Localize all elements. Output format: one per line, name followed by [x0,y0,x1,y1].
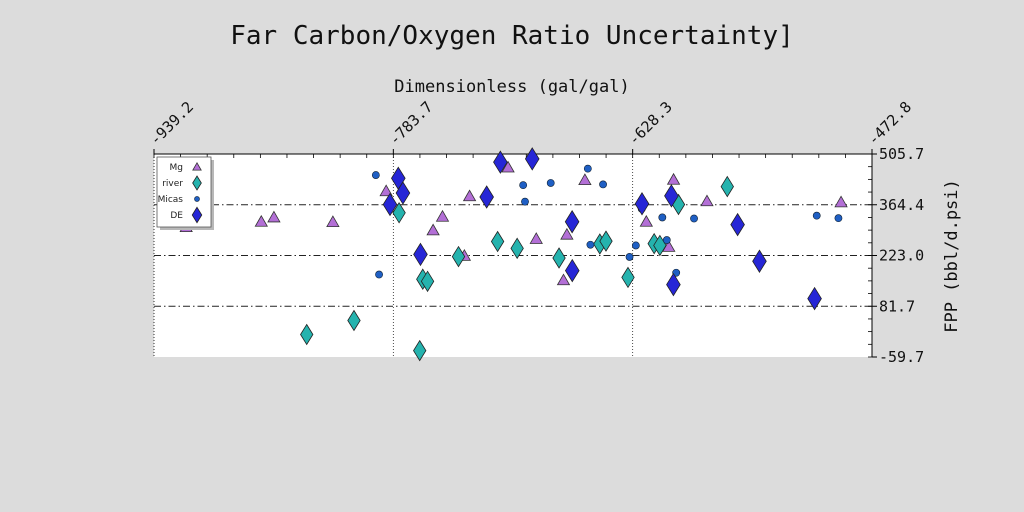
data-point-de [564,209,580,234]
legend-marker-river [192,175,202,191]
chart-title: Far Carbon/Oxygen Ratio Uncertainty] [230,21,794,51]
x-tick-label: -939.2 [146,98,197,149]
x-tick-label: -472.8 [864,98,915,149]
data-point-mg [267,210,281,223]
data-point-de [664,184,679,208]
data-point-de [807,286,822,311]
data-point-de [493,150,508,174]
data-point-micas [812,211,821,220]
data-point-river [490,230,505,253]
legend-label: DE [170,211,183,221]
legend-marker-de [191,206,203,224]
data-point-mg [326,215,340,228]
data-point-de [730,212,745,237]
data-point-river [552,247,566,269]
data-point-de [395,181,411,205]
data-point-river [392,202,406,224]
data-point-river [720,175,734,198]
data-point-micas [583,164,592,173]
data-point-river [413,339,427,362]
x-axis-label: Dimensionless (gal/gal) [394,77,629,97]
data-point-micas [586,240,595,249]
data-point-mg [700,194,714,207]
y-tick-label: 81.7 [879,297,915,315]
data-point-mg [578,173,592,186]
data-point-micas [521,197,529,206]
data-point-micas [371,171,380,179]
y-axis-label: FPP (bbl/d.psi) [942,179,962,333]
data-point-micas [375,270,383,279]
legend-box [156,156,212,228]
data-point-river [510,237,524,260]
data-point-mg [529,232,543,244]
data-point-river [420,270,435,293]
series-de [382,147,822,311]
legend: Mg river Micas DE [156,156,214,230]
data-point-river [347,309,361,332]
legend-marker-micas [194,196,200,202]
data-point-mg [462,189,477,202]
y-tick-label: 364.4 [879,196,924,214]
data-point-micas [599,180,607,189]
data-point-mg [379,184,393,197]
data-point-de [524,147,540,171]
data-point-de [479,185,494,209]
data-point-mg [834,195,848,208]
x-tick-label: -783.7 [385,98,436,149]
x-tick-label: -628.3 [625,98,676,149]
data-point-mg [254,214,268,227]
data-point-mg [560,227,574,240]
data-point-de [382,192,398,217]
data-point-de [666,272,681,297]
data-point-river [599,230,613,252]
series-mg [179,160,848,286]
y-tick-label: 223.0 [879,247,924,265]
data-point-mg [556,273,571,286]
data-point-river [451,245,466,268]
data-point-mg [426,223,440,236]
y-tick-label: 505.7 [879,145,924,163]
data-point-de [634,192,650,216]
data-point-micas [546,179,555,187]
data-point-micas [658,213,667,222]
data-point-micas [625,253,634,261]
data-point-mg [435,209,450,222]
data-point-micas [690,214,698,223]
data-point-micas [662,236,671,244]
data-point-mg [639,214,654,227]
legend-label: Micas [158,195,184,205]
data-point-river [300,323,314,346]
data-point-micas [519,181,528,190]
data-point-de [413,242,428,267]
y-tick-label: -59.7 [879,348,924,366]
data-point-micas [834,214,843,223]
data-point-river [621,266,635,289]
legend-marker-mg [192,161,202,171]
legend-label: Mg [170,163,183,173]
data-point-micas [631,241,640,250]
data-point-de [752,249,767,274]
data-point-mg [501,160,515,173]
data-point-mg [666,172,681,185]
legend-label: river [162,179,183,189]
data-point-de [564,258,580,283]
